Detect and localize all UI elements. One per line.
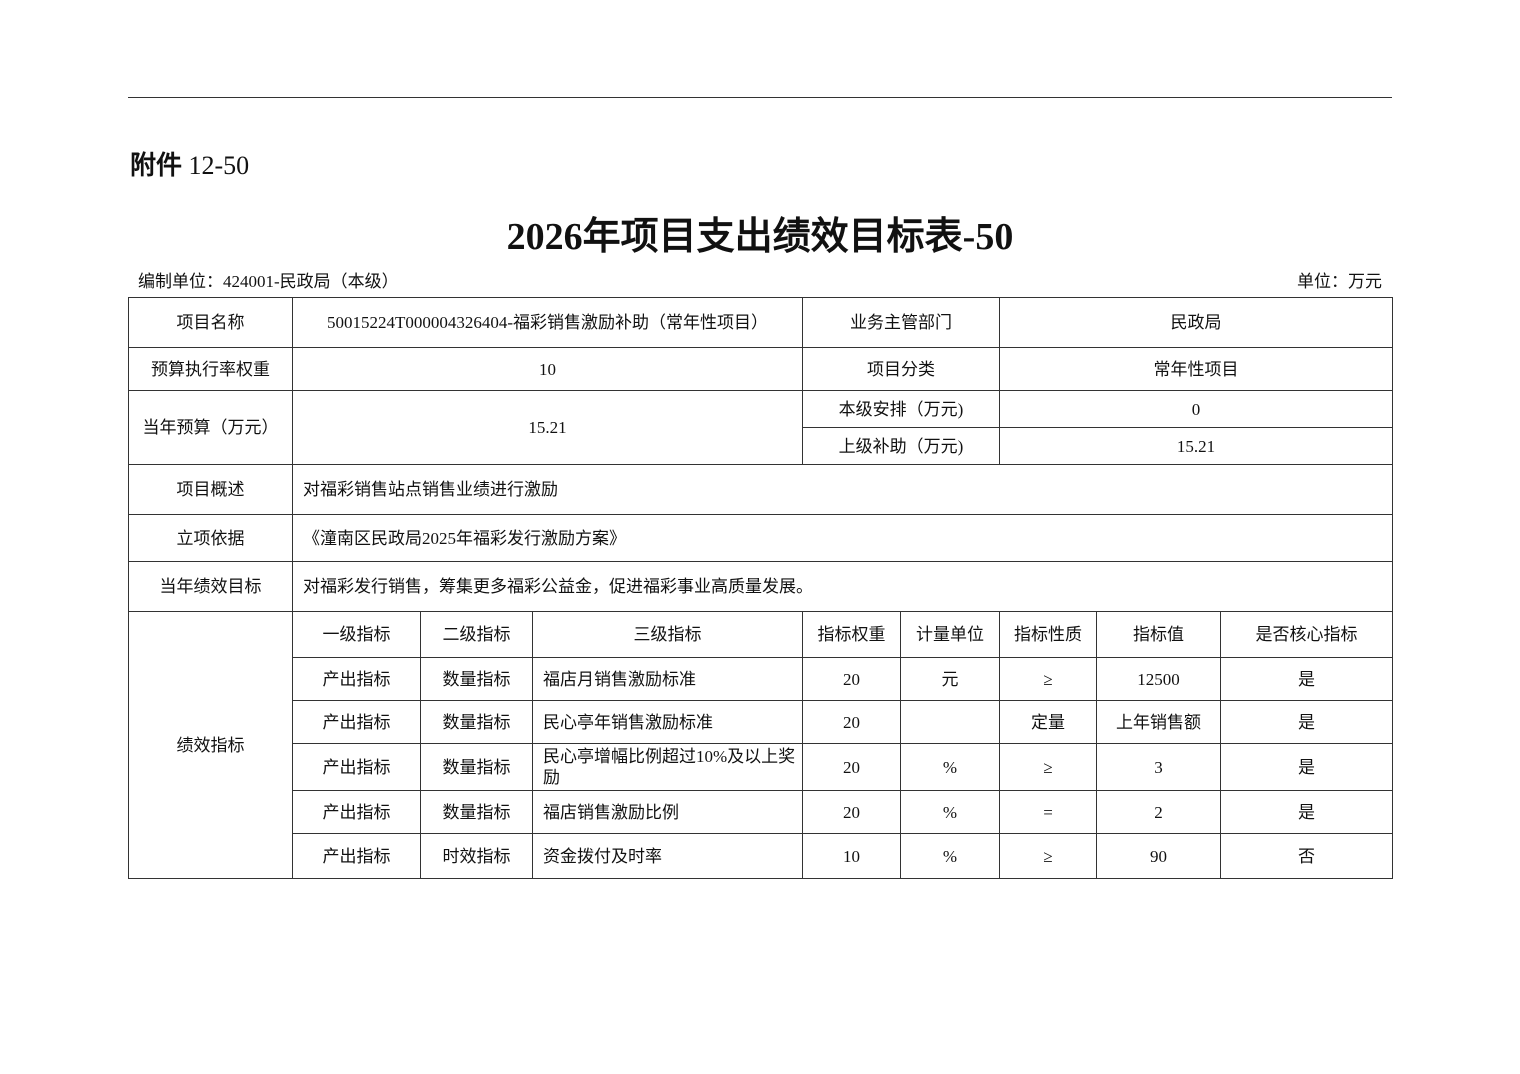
table-cell: 20 xyxy=(802,657,902,701)
table-row: 产出指标 数量指标 民心亭年销售激励标准 20 定量 上年销售额是 xyxy=(129,700,1394,744)
goal-label: 当年绩效目标 xyxy=(128,561,293,612)
table-cell: % xyxy=(900,833,1001,879)
overview: 对福彩销售站点销售业绩进行激励 xyxy=(291,464,1394,515)
table-cell: % xyxy=(900,790,1001,834)
table-cell: 90 xyxy=(1096,833,1222,879)
budget: 15.21 xyxy=(291,390,804,465)
weight: 10 xyxy=(291,347,804,391)
dept: 民政局 xyxy=(999,297,1394,348)
table-cell: 10 xyxy=(802,833,902,879)
table-cell: 20 xyxy=(802,700,902,744)
attachment-label: 附件 12-50 xyxy=(130,151,250,180)
table-cell: 民心亭年销售激励标准 xyxy=(531,700,804,744)
overview-label: 项目概述 xyxy=(128,464,293,515)
table-cell: 20 xyxy=(802,743,902,791)
table-cell: 福店月销售激励标准 xyxy=(531,657,804,701)
table-cell: 产出指标 xyxy=(292,700,421,744)
table-cell: ≥ xyxy=(999,657,1098,701)
table-cell: 元 xyxy=(900,657,1001,701)
header-cell: 指标权重 xyxy=(802,611,902,658)
indicator-header-row: 绩效指标 一级指标 二级指标 三级指标 指标权重 计量单位 指标性质 指标值 是… xyxy=(128,611,1394,879)
table-cell: 数量指标 xyxy=(420,790,533,834)
goal: 对福彩发行销售，筹集更多福彩公益金，促进福彩事业高质量发展。 xyxy=(291,561,1394,612)
basis: 《潼南区民政局2025年福彩发行激励方案》 xyxy=(291,514,1394,562)
basis-label: 立项依据 xyxy=(128,514,293,562)
header-cell: 计量单位 xyxy=(900,611,1001,658)
table-cell: 是 xyxy=(1220,743,1394,791)
header-cell: 是否核心指标 xyxy=(1220,611,1394,658)
table-cell: 上年销售额 xyxy=(1096,700,1222,744)
weight-label: 预算执行率权重 xyxy=(128,347,293,391)
upper: 15.21 xyxy=(999,427,1394,465)
local-label: 本级安排（万元) xyxy=(802,390,1001,428)
upper-label: 上级补助（万元) xyxy=(802,427,1001,465)
table-row: 产出指标 数量指标 福店月销售激励标准 20 元 ≥12500 是 xyxy=(129,657,1394,701)
table-row: 产出指标 数量指标 福店销售激励比例 20% = 2 是 xyxy=(129,790,1394,834)
table-cell: = xyxy=(999,790,1098,834)
table-cell: 福店销售激励比例 xyxy=(531,790,804,834)
header-cell: 一级指标 xyxy=(292,611,421,658)
table-cell: 时效指标 xyxy=(420,833,533,879)
table-cell: 数量指标 xyxy=(420,743,533,791)
currency-unit: 单位：万元 xyxy=(1297,272,1382,291)
category-label: 项目分类 xyxy=(802,347,1001,391)
indicator-label: 绩效指标 xyxy=(128,611,293,879)
table-cell: ≥ xyxy=(999,833,1098,879)
table-cell: 20 xyxy=(802,790,902,834)
performance-table: 项目名称 50015224T000004326404-福彩销售激励补助（常年性项… xyxy=(128,297,1394,879)
table-cell: 产出指标 xyxy=(292,657,421,701)
category: 常年性项目 xyxy=(999,347,1394,391)
header-rule xyxy=(128,97,1392,98)
header-cell: 三级指标 xyxy=(531,611,804,658)
table-cell: 资金拨付及时率 xyxy=(531,833,804,879)
header-cell: 指标性质 xyxy=(999,611,1098,658)
table-cell: 是 xyxy=(1220,700,1394,744)
table-cell: 定量 xyxy=(999,700,1098,744)
table-cell: ≥ xyxy=(999,743,1098,791)
local: 0 xyxy=(999,390,1394,428)
table-row: 产出指标 数量指标 民心亭增幅比例超过10%及以上奖励 20% ≥3 是 xyxy=(129,743,1394,791)
table-cell xyxy=(900,700,1001,744)
table-cell: % xyxy=(900,743,1001,791)
header-cell: 指标值 xyxy=(1096,611,1222,658)
table-row: 产出指标 时效指标 资金拨付及时率 10% ≥90 否 xyxy=(129,833,1394,879)
page-title: 2026年项目支出绩效目标表-50 xyxy=(506,216,1014,258)
table-cell: 数量指标 xyxy=(420,700,533,744)
table-cell: 是 xyxy=(1220,657,1394,701)
table-cell: 3 xyxy=(1096,743,1222,791)
table-cell: 产出指标 xyxy=(292,743,421,791)
header-cell: 二级指标 xyxy=(420,611,533,658)
dept-label: 业务主管部门 xyxy=(802,297,1001,348)
table-cell: 产出指标 xyxy=(292,790,421,834)
table-cell: 民心亭增幅比例超过10%及以上奖励 xyxy=(531,743,804,791)
budget-label: 当年预算（万元） xyxy=(128,390,293,465)
project-name-label: 项目名称 xyxy=(128,297,293,348)
table-cell: 产出指标 xyxy=(292,833,421,879)
table-cell: 12500 xyxy=(1096,657,1222,701)
project-name: 50015224T000004326404-福彩销售激励补助（常年性项目） xyxy=(291,297,804,348)
table-cell: 数量指标 xyxy=(420,657,533,701)
compiler-unit: 编制单位：424001-民政局（本级） xyxy=(138,272,399,291)
table-cell: 是 xyxy=(1220,790,1394,834)
table-cell: 2 xyxy=(1096,790,1222,834)
table-cell: 否 xyxy=(1220,833,1394,879)
